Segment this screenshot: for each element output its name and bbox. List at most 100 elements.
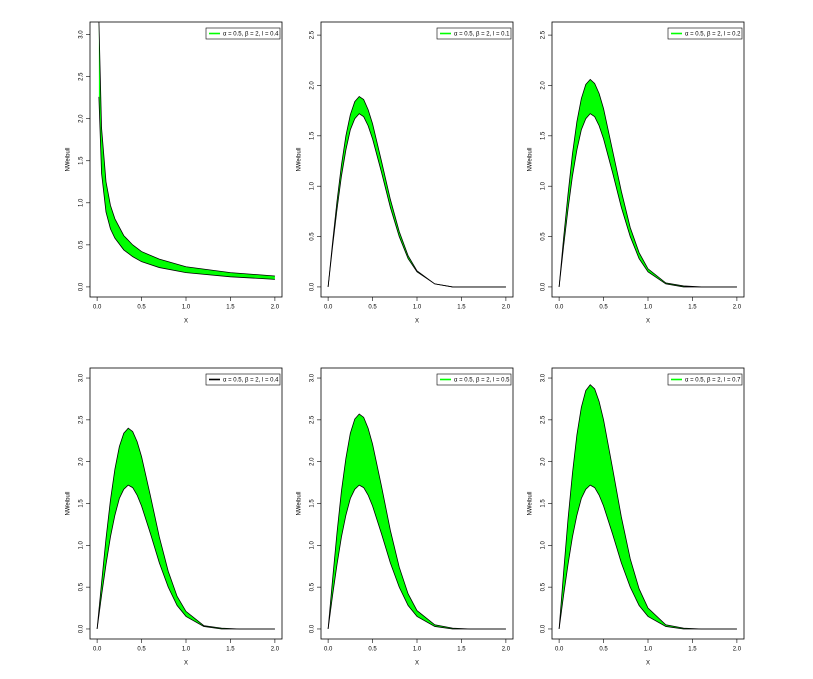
- panel: α = 0.5, β = 2, l = 0.4 0.0 0.5 1.0 1.5 2.0 0.…: [66, 21, 283, 325]
- x-tick-label: 0.5: [599, 305, 608, 311]
- y-tick-label: 1.5: [541, 131, 547, 140]
- y-tick-label: 0.0: [310, 282, 316, 291]
- upper-line: [327, 413, 506, 630]
- x-tick-label: 2.0: [733, 305, 742, 311]
- legend-label: α = 0.5, β = 2, l = 0.4: [223, 378, 279, 384]
- plot-frame: [551, 21, 745, 298]
- y-tick-label: 1.0: [541, 540, 547, 549]
- legend-label: α = 0.5, β = 2, l = 0.5: [454, 378, 510, 384]
- x-tick-label: 2.0: [271, 305, 280, 311]
- plot-frame: [320, 21, 514, 298]
- lower-line: [558, 484, 737, 630]
- y-tick-label: 0.0: [79, 282, 85, 291]
- x-tick-label: 1.0: [182, 305, 191, 311]
- x-tick-label: 1.0: [644, 647, 653, 653]
- x-tick-label: 1.5: [226, 305, 235, 311]
- y-axis-label: NWeibull: [297, 492, 303, 516]
- y-tick-label: 2.5: [79, 72, 85, 81]
- y-tick-label: 1.5: [310, 131, 316, 140]
- y-tick-label: 3.0: [541, 373, 547, 382]
- band-area: [328, 96, 506, 287]
- y-tick-label: 0.5: [541, 582, 547, 591]
- y-tick-label: 0.0: [541, 282, 547, 291]
- upper-line: [98, 22, 275, 277]
- y-tick-label: 3.0: [310, 373, 316, 382]
- x-axis-label: X: [184, 661, 188, 667]
- lower-line: [96, 484, 275, 630]
- y-tick-label: 2.5: [541, 30, 547, 39]
- x-tick-label: 1.5: [226, 647, 235, 653]
- legend-box: [667, 27, 743, 40]
- upper-line: [558, 384, 737, 630]
- y-tick-label: 2.0: [541, 457, 547, 466]
- x-axis-label: X: [415, 661, 419, 667]
- legend-box: [205, 27, 281, 40]
- upper-line: [96, 427, 275, 630]
- y-tick-label: 2.5: [541, 415, 547, 424]
- y-tick-label: 2.5: [310, 30, 316, 39]
- plot-frame: [89, 367, 283, 640]
- x-tick-label: 2.0: [271, 647, 280, 653]
- legend-label: α = 0.5, β = 2, l = 0.2: [685, 32, 741, 38]
- x-tick-label: 1.5: [688, 647, 697, 653]
- y-axis-label: NWeibull: [66, 148, 72, 172]
- upper-line: [558, 78, 737, 288]
- x-tick-label: 0.5: [368, 647, 377, 653]
- y-axis-label: NWeibull: [528, 148, 534, 172]
- x-axis-label: X: [184, 319, 188, 325]
- y-tick-label: 2.0: [79, 114, 85, 123]
- panel: α = 0.5, β = 2, l = 0.7 0.0 0.5 1.0 1.5 2.0 0.…: [528, 367, 745, 667]
- y-tick-label: 0.0: [541, 624, 547, 633]
- x-axis-label: X: [646, 319, 650, 325]
- y-tick-label: 0.5: [79, 240, 85, 249]
- plot-frame: [89, 21, 283, 298]
- y-tick-label: 1.5: [310, 499, 316, 508]
- x-tick-label: 1.0: [644, 305, 653, 311]
- x-tick-label: 2.0: [502, 647, 511, 653]
- x-axis-label: X: [646, 661, 650, 667]
- band-area: [97, 428, 275, 629]
- x-tick-label: 1.0: [182, 647, 191, 653]
- x-tick-label: 0.0: [324, 647, 333, 653]
- x-tick-label: 0.0: [324, 305, 333, 311]
- y-tick-label: 2.5: [79, 415, 85, 424]
- y-tick-label: 0.5: [310, 582, 316, 591]
- band-area: [559, 79, 737, 287]
- x-tick-label: 0.5: [599, 647, 608, 653]
- x-axis-label: X: [415, 319, 419, 325]
- band-area: [328, 414, 506, 629]
- y-tick-label: 0.0: [79, 624, 85, 633]
- legend-box: [436, 373, 512, 386]
- y-tick-label: 0.5: [541, 232, 547, 241]
- panel: α = 0.5, β = 2, l = 0.5 0.0 0.5 1.0 1.5 2.0 0.…: [297, 367, 514, 667]
- y-tick-label: 2.0: [541, 81, 547, 90]
- lower-line: [327, 484, 506, 630]
- y-tick-label: 0.5: [310, 232, 316, 241]
- x-tick-label: 0.5: [137, 305, 146, 311]
- y-tick-label: 2.5: [310, 415, 316, 424]
- lower-line: [558, 113, 737, 288]
- x-tick-label: 2.0: [502, 305, 511, 311]
- x-tick-label: 1.5: [457, 647, 466, 653]
- y-axis-label: NWeibull: [66, 492, 72, 516]
- x-tick-label: 1.5: [457, 305, 466, 311]
- legend-box: [667, 373, 743, 386]
- panel: α = 0.5, β = 2, l = 0.2 0.0 0.5 1.0 1.5 2.0 0.…: [528, 21, 745, 325]
- y-tick-label: 1.5: [541, 499, 547, 508]
- legend-label: α = 0.5, β = 2, l = 0.4: [223, 32, 279, 38]
- y-tick-label: 0.0: [310, 624, 316, 633]
- x-tick-label: 0.0: [555, 305, 564, 311]
- x-tick-label: 0.0: [555, 647, 564, 653]
- y-tick-label: 3.0: [79, 30, 85, 39]
- y-tick-label: 1.5: [79, 499, 85, 508]
- upper-line: [327, 96, 506, 288]
- legend-box: [436, 27, 512, 40]
- y-axis-label: NWeibull: [297, 148, 303, 172]
- legend-label: α = 0.5, β = 2, l = 0.1: [454, 32, 510, 38]
- y-tick-label: 2.0: [310, 457, 316, 466]
- x-tick-label: 1.0: [413, 305, 422, 311]
- x-tick-label: 0.0: [93, 305, 102, 311]
- x-tick-label: 1.5: [688, 305, 697, 311]
